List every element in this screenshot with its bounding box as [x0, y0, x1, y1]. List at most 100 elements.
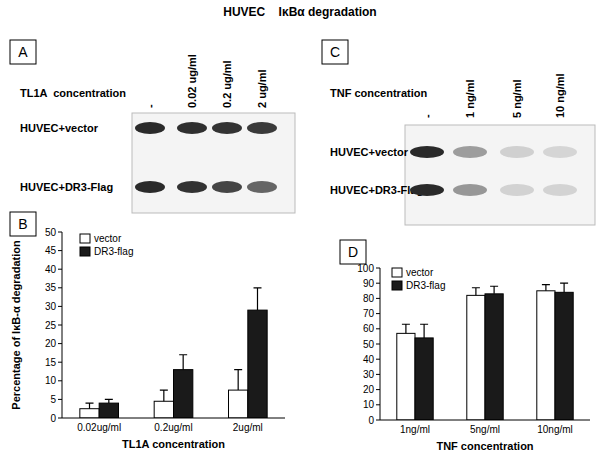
- row-label: HUVEC+DR3-Flag: [20, 181, 113, 193]
- legend-label: DR3-flag: [406, 280, 445, 291]
- y-tick: [376, 420, 380, 421]
- y-tick: [58, 325, 62, 326]
- y-tick-label: 20: [45, 338, 57, 349]
- figure-title: HUVEC IκBα degradation: [223, 5, 376, 19]
- legend-swatch: [392, 281, 402, 290]
- y-tick-label: 50: [363, 339, 375, 350]
- x-axis-label: TL1A concentration: [122, 438, 225, 450]
- y-tick-label: 25: [45, 320, 57, 331]
- y-axis: [380, 268, 381, 420]
- error-bar: [160, 390, 168, 401]
- x-axis-label: TNF concentration: [436, 440, 533, 452]
- y-tick-label: 60: [363, 323, 375, 334]
- blot-band: [177, 181, 207, 193]
- y-tick-label: 40: [363, 354, 375, 365]
- blot-band: [453, 146, 487, 158]
- bar: [154, 401, 173, 418]
- error-bar: [253, 288, 261, 310]
- blot-band: [543, 146, 577, 158]
- y-tick-label: 5: [50, 394, 56, 405]
- x-tick-label: 1ng/ml: [400, 424, 430, 435]
- row-label: HUVEC+vector: [330, 146, 409, 158]
- error-bar: [105, 399, 113, 403]
- bar: [467, 295, 485, 420]
- blot-band: [212, 122, 242, 134]
- blot-band: [410, 184, 444, 196]
- y-tick: [376, 298, 380, 299]
- blot-band: [500, 146, 534, 158]
- y-tick-label: 40: [45, 264, 57, 275]
- y-tick-label: 15: [45, 357, 57, 368]
- blot-band: [135, 122, 165, 134]
- y-tick-label: 20: [363, 384, 375, 395]
- lane-label: 5 ng/ml: [511, 79, 523, 118]
- row-label: HUVEC+vector: [20, 122, 99, 134]
- y-tick-label: 50: [45, 227, 57, 238]
- y-tick: [376, 344, 380, 345]
- x-tick-label: 5ng/ml: [470, 424, 500, 435]
- bar: [397, 333, 415, 420]
- panel-box: [322, 40, 348, 64]
- y-axis: [62, 232, 63, 418]
- y-tick-label: 10: [363, 399, 375, 410]
- lane-label: 2 ug/ml: [256, 69, 268, 108]
- bar: [174, 370, 193, 418]
- panel-letter: B: [18, 216, 27, 232]
- x-tick-label: 10ng/ml: [537, 424, 573, 435]
- panel-box: [10, 40, 36, 64]
- legend-swatch: [80, 247, 90, 256]
- y-tick: [58, 232, 62, 233]
- bar: [80, 409, 99, 418]
- y-tick-label: 90: [363, 278, 375, 289]
- panel-box: [10, 212, 36, 236]
- y-tick-label: 30: [363, 369, 375, 380]
- error-bar: [542, 285, 550, 291]
- y-tick: [58, 287, 62, 288]
- blot-band: [410, 146, 444, 158]
- lane-label: 10 ng/ml: [554, 73, 566, 118]
- y-tick: [376, 389, 380, 390]
- y-tick-label: 80: [363, 293, 375, 304]
- panel-box: [340, 240, 366, 264]
- y-tick-label: 0: [50, 413, 56, 424]
- legend-label: DR3-flag: [94, 246, 133, 257]
- error-bar: [402, 324, 410, 333]
- blot-membrane: [132, 113, 295, 213]
- lane-label: 1 ng/ml: [464, 79, 476, 118]
- legend-label: vector: [94, 233, 122, 244]
- legend-swatch: [392, 268, 402, 277]
- panel-letter: C: [330, 44, 340, 60]
- y-tick-label: 70: [363, 308, 375, 319]
- y-tick: [376, 313, 380, 314]
- bar: [415, 338, 433, 420]
- x-tick-label: 2ug/ml: [233, 422, 263, 433]
- error-bar: [234, 370, 242, 390]
- y-tick: [58, 250, 62, 251]
- treatment-label: TL1A concentration: [20, 87, 126, 99]
- lane-label: 0.2 ug/ml: [221, 60, 233, 108]
- y-tick: [376, 404, 380, 405]
- bar: [99, 403, 118, 418]
- treatment-label: TNF concentration: [330, 87, 427, 99]
- blot-band: [500, 184, 534, 196]
- y-tick: [376, 359, 380, 360]
- plot-area: [397, 283, 573, 420]
- bar: [229, 390, 248, 418]
- blot-membrane: [405, 125, 595, 225]
- bar: [555, 292, 573, 420]
- lane-label: 0.02 ug/ml: [186, 54, 198, 108]
- y-tick: [58, 269, 62, 270]
- blot-band: [135, 181, 165, 193]
- x-axis: [380, 420, 590, 421]
- bar: [537, 291, 555, 420]
- y-tick: [58, 343, 62, 344]
- plot-area: [80, 288, 267, 418]
- error-bar: [560, 283, 568, 292]
- y-tick: [58, 399, 62, 400]
- y-tick: [58, 362, 62, 363]
- y-tick-label: 100: [357, 263, 374, 274]
- error-bar: [472, 288, 480, 296]
- blot-band: [247, 181, 277, 193]
- lane-label: -: [144, 104, 156, 108]
- error-bar: [420, 324, 428, 338]
